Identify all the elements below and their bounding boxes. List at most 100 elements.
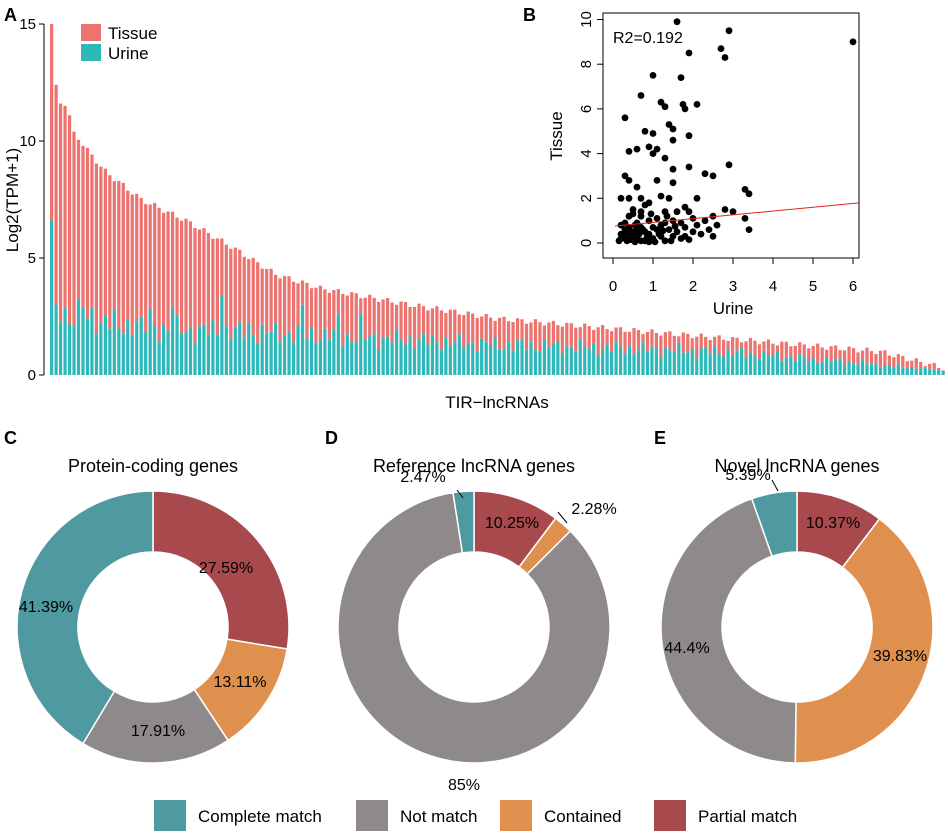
bar-urine [54,304,58,375]
bar-tissue [592,329,596,344]
bar-urine [766,355,771,375]
bar-urine [515,340,520,375]
bar-tissue [529,322,533,342]
bar-tissue [681,332,685,353]
bar-urine [417,339,421,375]
bar-tissue [148,204,152,310]
bar-urine [883,364,887,375]
bar-tissue [426,310,430,345]
bar-urine [72,326,76,375]
bar-tissue [471,313,475,343]
bar-tissue [905,361,909,369]
bar-urine [108,328,112,375]
scatter-point [649,72,657,79]
bar-tissue [377,301,381,350]
bar-tissue [341,293,345,346]
bar-tissue [896,354,900,365]
bar-tissue [627,331,632,347]
x-tick-label: 3 [729,278,737,295]
bar-urine [399,340,403,375]
bar-tissue [717,335,721,354]
bar-tissue [672,335,676,352]
legend-swatch-partial [654,800,686,831]
leader-line-d-contained [557,511,568,524]
bar-urine [699,348,703,375]
bar-urine [529,341,533,375]
bar-urine [878,367,883,375]
bar-tissue [85,147,90,319]
bar-tissue [511,322,515,351]
bar-tissue [690,338,694,350]
bar-tissue [874,353,878,364]
bar-tissue [865,347,869,365]
scatter-point [721,206,729,213]
bar-tissue [103,168,107,315]
bar-urine [811,357,815,375]
y-tick-label: 2 [578,194,595,202]
bar-urine [403,344,408,375]
bar-urine [63,307,67,375]
bar-tissue [242,256,246,339]
bar-tissue [860,350,865,361]
bar-tissue [278,278,282,342]
scatter-point [689,228,697,236]
bar-tissue [108,175,112,329]
bar-urine [744,357,748,375]
scatter-point [745,226,753,234]
scatter-point [693,194,701,202]
x-axis-label: TIR−lncRNAs [445,393,548,412]
bar-urine [856,364,860,375]
bar-tissue [596,327,600,355]
bar-tissue [99,166,103,323]
bar-tissue [484,313,488,342]
donut-slice-not-match [660,497,797,764]
scatter-point [651,238,659,246]
panel-label-d: D [325,428,338,448]
bar-urine [121,333,125,375]
donut-slice-complete [16,490,154,745]
bar-urine [677,342,681,375]
bar-urine [610,351,614,375]
donut-slice-complete [452,490,475,554]
bar-urine [162,325,166,375]
label-c-complete: 41.39% [19,599,73,616]
label-c-notmatch: 17.91% [131,723,185,740]
bar-tissue [506,321,511,343]
scatter-point [661,237,669,245]
bar-urine [542,340,547,375]
bar-tissue [54,84,58,305]
bar-urine [784,358,788,375]
bar-tissue [444,313,448,338]
scatter-point [677,74,685,81]
bar-urine [627,346,632,375]
bar-tissue [318,285,323,341]
scatter-point [627,236,635,244]
bar-tissue [825,349,829,358]
bar-tissue [829,346,833,363]
donut-d-title: Reference lncRNA genes [373,456,575,476]
bar-urine [256,343,260,375]
bar-urine [412,348,417,375]
bar-tissue [856,352,860,365]
scatter-point [849,38,857,46]
bar-urine [511,350,515,375]
scatter-point [709,232,717,240]
bar-tissue [610,331,614,352]
bar-tissue [587,326,591,349]
bar-tissue [498,317,502,350]
bar-tissue [623,331,627,355]
bar-urine [668,350,672,375]
scatter-point [665,121,673,128]
bar-urine [421,333,426,375]
bar-tissue [847,346,851,362]
donut-protein-coding [16,490,290,764]
bar-urine [771,355,775,375]
bar-tissue [112,181,116,310]
bar-urine [305,338,309,375]
y-tick-label: 15 [19,16,36,33]
label-e-partial: 10.37% [806,515,860,532]
scatter-point [657,98,665,106]
bar-urine [103,314,107,375]
bar-tissue [677,336,681,343]
bar-urine [524,349,529,375]
